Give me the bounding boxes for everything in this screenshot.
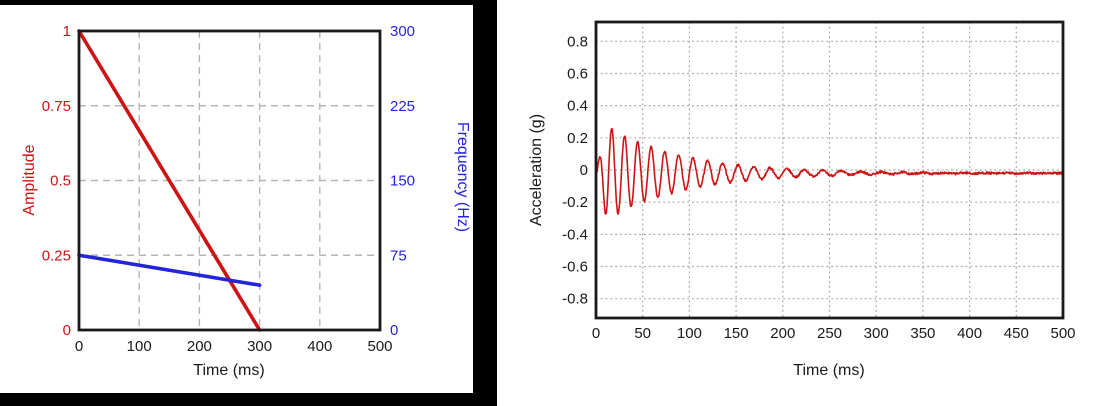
left-axis-tick-label: 0.25 [42, 247, 71, 264]
x-axis-tick-label: 100 [127, 338, 152, 355]
y-axis-tick-label: 0.4 [567, 98, 588, 115]
x-axis-tick-label: 100 [677, 325, 702, 342]
x-axis-tick-label: 350 [910, 325, 935, 342]
x-axis-tick-label: 0 [592, 325, 600, 342]
x-axis-tick-label: 300 [864, 325, 889, 342]
right-y-axis-title: Frequency (Hz) [454, 121, 471, 233]
y-axis-tick-label: 0.6 [567, 65, 588, 82]
plot-frame [594, 20, 1065, 320]
right-axis-tick-label: 0 [390, 322, 398, 339]
x-axis-tick-label: 150 [724, 325, 749, 342]
x-axis-tick-label: 400 [957, 325, 982, 342]
y-axis-tick-label: -0.4 [562, 226, 588, 243]
x-axis-title: Time (ms) [193, 362, 265, 379]
x-axis-tick-label: 500 [367, 338, 392, 355]
x-axis-tick-label: 0 [75, 338, 83, 355]
frequency-sweep-line [77, 253, 262, 287]
acceleration-chart: 0.80.60.40.20-0.2-0.4-0.6-0.80 50 100 150 20… [562, 20, 1076, 342]
left-axis-tick-label: 0 [63, 322, 71, 339]
plot-frame [77, 29, 382, 332]
y-axis-tick-label: 0.8 [567, 33, 588, 50]
acceleration-trace [596, 127, 1064, 215]
x-axis-tick-label: 200 [187, 338, 212, 355]
sweep-chart-panel: 0 0.25 0.5 0.75 1 0 75 150 225 300 0 100 200 300 400 50… [0, 0, 497, 406]
right-axis-tick-label: 225 [390, 98, 415, 115]
x-axis-tick-label: 500 [1050, 325, 1075, 342]
x-axis-tick-label: 200 [770, 325, 795, 342]
acceleration-chart-panel: 0.8 0.6 0.4 0.2 0 -0.2 -0.4 -0.6 -0.8 0 50 100 150 20… [497, 0, 1098, 406]
x-axis-title: Time (ms) [793, 362, 865, 379]
right-axis-tick-label: 300 [390, 23, 415, 40]
x-axis-tick-label: 400 [307, 338, 332, 355]
left-axis-tick-label: 1 [63, 23, 71, 40]
y-axis-tick-label: -0.2 [562, 194, 588, 211]
x-axis-tick-label: 300 [247, 338, 272, 355]
x-axis-tick-label: 450 [1004, 325, 1029, 342]
right-axis-tick-label: 150 [390, 173, 415, 190]
y-axis-title: Acceleration (g) [528, 113, 545, 227]
x-axis-tick-label: 50 [634, 325, 651, 342]
left-y-axis-title: Amplitude [21, 144, 38, 216]
y-axis-tick-label: 0.2 [567, 130, 588, 147]
y-axis-tick-label: 0 [580, 162, 588, 179]
amplitude-frequency-chart: 0 0.25 0.5 0.75 1 0 75 150 225 300 0 100 200 300 400 50… [42, 23, 415, 355]
x-axis-tick-label: 250 [817, 325, 842, 342]
y-axis-tick-label: -0.6 [562, 259, 588, 276]
y-axis-tick-label: -0.8 [562, 291, 588, 308]
left-axis-tick-label: 0.5 [50, 173, 71, 190]
right-axis-tick-label: 75 [390, 247, 407, 264]
left-axis-tick-label: 0.75 [42, 98, 71, 115]
